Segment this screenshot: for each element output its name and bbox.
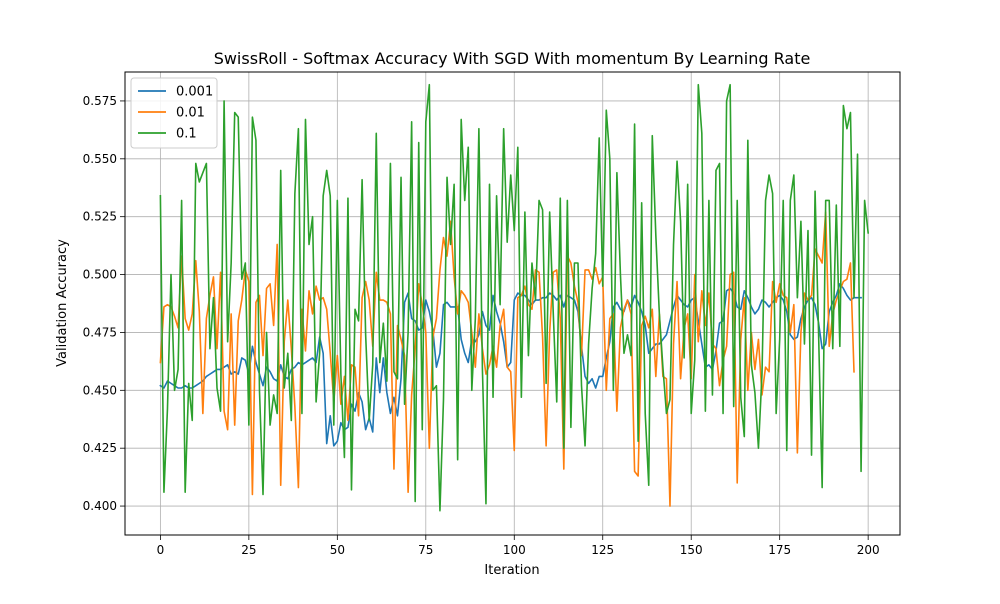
y-axis-label: Validation Accuracy bbox=[55, 239, 70, 367]
chart-title: SwissRoll - Softmax Accuracy With SGD Wi… bbox=[214, 49, 811, 68]
x-axis-label: Iteration bbox=[484, 563, 539, 578]
axis-ticks: 0 25 50 75 100 125 150 175 200 0.400 0.425 0.450 0.4… bbox=[83, 94, 880, 557]
series-lines bbox=[159, 83, 870, 512]
y-tick-label: 0.475 bbox=[83, 325, 117, 339]
x-tick-label: 0 bbox=[157, 543, 165, 557]
x-tick-label: 100 bbox=[503, 543, 526, 557]
legend-box bbox=[130, 77, 218, 149]
x-tick-label: 150 bbox=[680, 543, 703, 557]
x-tick-label: 175 bbox=[768, 543, 791, 557]
legend-label: 0.1 bbox=[176, 127, 197, 142]
y-tick-label: 0.525 bbox=[83, 210, 117, 224]
y-tick-label: 0.400 bbox=[83, 499, 117, 513]
x-tick-label: 200 bbox=[857, 543, 880, 557]
series-line-2 bbox=[159, 83, 870, 512]
legend-label: 0.01 bbox=[176, 106, 205, 121]
legend: 0.001 0.01 0.1 bbox=[130, 77, 218, 149]
plot-frame bbox=[124, 71, 901, 536]
x-tick-label: 25 bbox=[241, 543, 256, 557]
y-tick-label: 0.500 bbox=[83, 268, 117, 282]
grid bbox=[125, 72, 900, 535]
y-tick-label: 0.425 bbox=[83, 441, 117, 455]
x-tick-label: 75 bbox=[418, 543, 433, 557]
x-tick-label: 125 bbox=[591, 543, 614, 557]
y-tick-label: 0.550 bbox=[83, 152, 117, 166]
y-tick-label: 0.575 bbox=[83, 94, 117, 108]
x-tick-label: 50 bbox=[330, 543, 345, 557]
legend-label: 0.001 bbox=[176, 85, 213, 100]
series-line-1 bbox=[159, 211, 855, 507]
y-tick-label: 0.450 bbox=[83, 383, 117, 397]
